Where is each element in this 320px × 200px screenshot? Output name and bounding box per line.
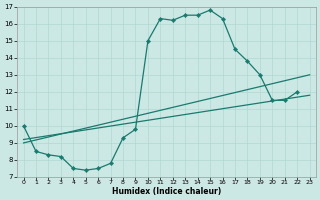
X-axis label: Humidex (Indice chaleur): Humidex (Indice chaleur)	[112, 187, 221, 196]
